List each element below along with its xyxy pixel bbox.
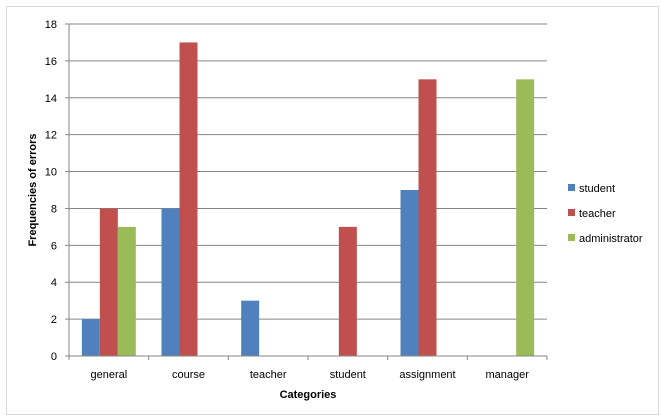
legend: student teacher administrator	[568, 183, 643, 245]
x-tick-label: course	[172, 369, 205, 381]
legend-label-student: student	[579, 183, 615, 195]
y-tick-label: 12	[45, 130, 57, 142]
y-tick-label: 2	[51, 314, 57, 326]
y-tick-label: 6	[51, 240, 57, 252]
y-tick-label: 14	[45, 93, 57, 105]
bar-teacher-general	[99, 208, 118, 356]
y-tick-label: 0	[51, 351, 57, 363]
x-tick-label: teacher	[250, 369, 287, 381]
x-axis-title: Categories	[280, 389, 337, 401]
bar-administrator-general	[117, 226, 136, 356]
legend-label-administrator: administrator	[579, 233, 643, 245]
y-axis-ticks: 0 2 4 6 8 10 12 14 16 18	[45, 19, 69, 363]
bar-administrator-manager	[516, 79, 535, 356]
bar-student-assignment	[400, 190, 419, 356]
bar-student-course	[161, 208, 180, 356]
y-axis-title: Frequencies of errors	[27, 133, 39, 246]
legend-swatch-student	[568, 184, 575, 191]
legend-swatch-administrator	[568, 234, 575, 241]
gridlines	[69, 23, 547, 320]
x-tick-label: student	[330, 369, 366, 381]
y-tick-label: 10	[45, 167, 57, 179]
bars	[81, 42, 535, 356]
bar-teacher-assignment	[418, 79, 437, 356]
y-tick-label: 8	[51, 203, 57, 215]
bar-teacher-student	[338, 226, 357, 356]
x-tick-label: manager	[485, 369, 529, 381]
legend-label-teacher: teacher	[579, 208, 616, 220]
bar-student-general	[81, 319, 100, 356]
y-tick-label: 18	[45, 19, 57, 31]
legend-swatch-teacher	[568, 209, 575, 216]
bar-teacher-course	[179, 42, 198, 356]
y-tick-label: 16	[45, 56, 57, 68]
y-tick-label: 4	[51, 277, 57, 289]
x-tick-label: general	[90, 369, 127, 381]
x-axis-ticks: general course teacher student assignment man…	[68, 356, 548, 381]
x-tick-label: assignment	[399, 369, 455, 381]
bar-student-teacher	[241, 300, 260, 356]
